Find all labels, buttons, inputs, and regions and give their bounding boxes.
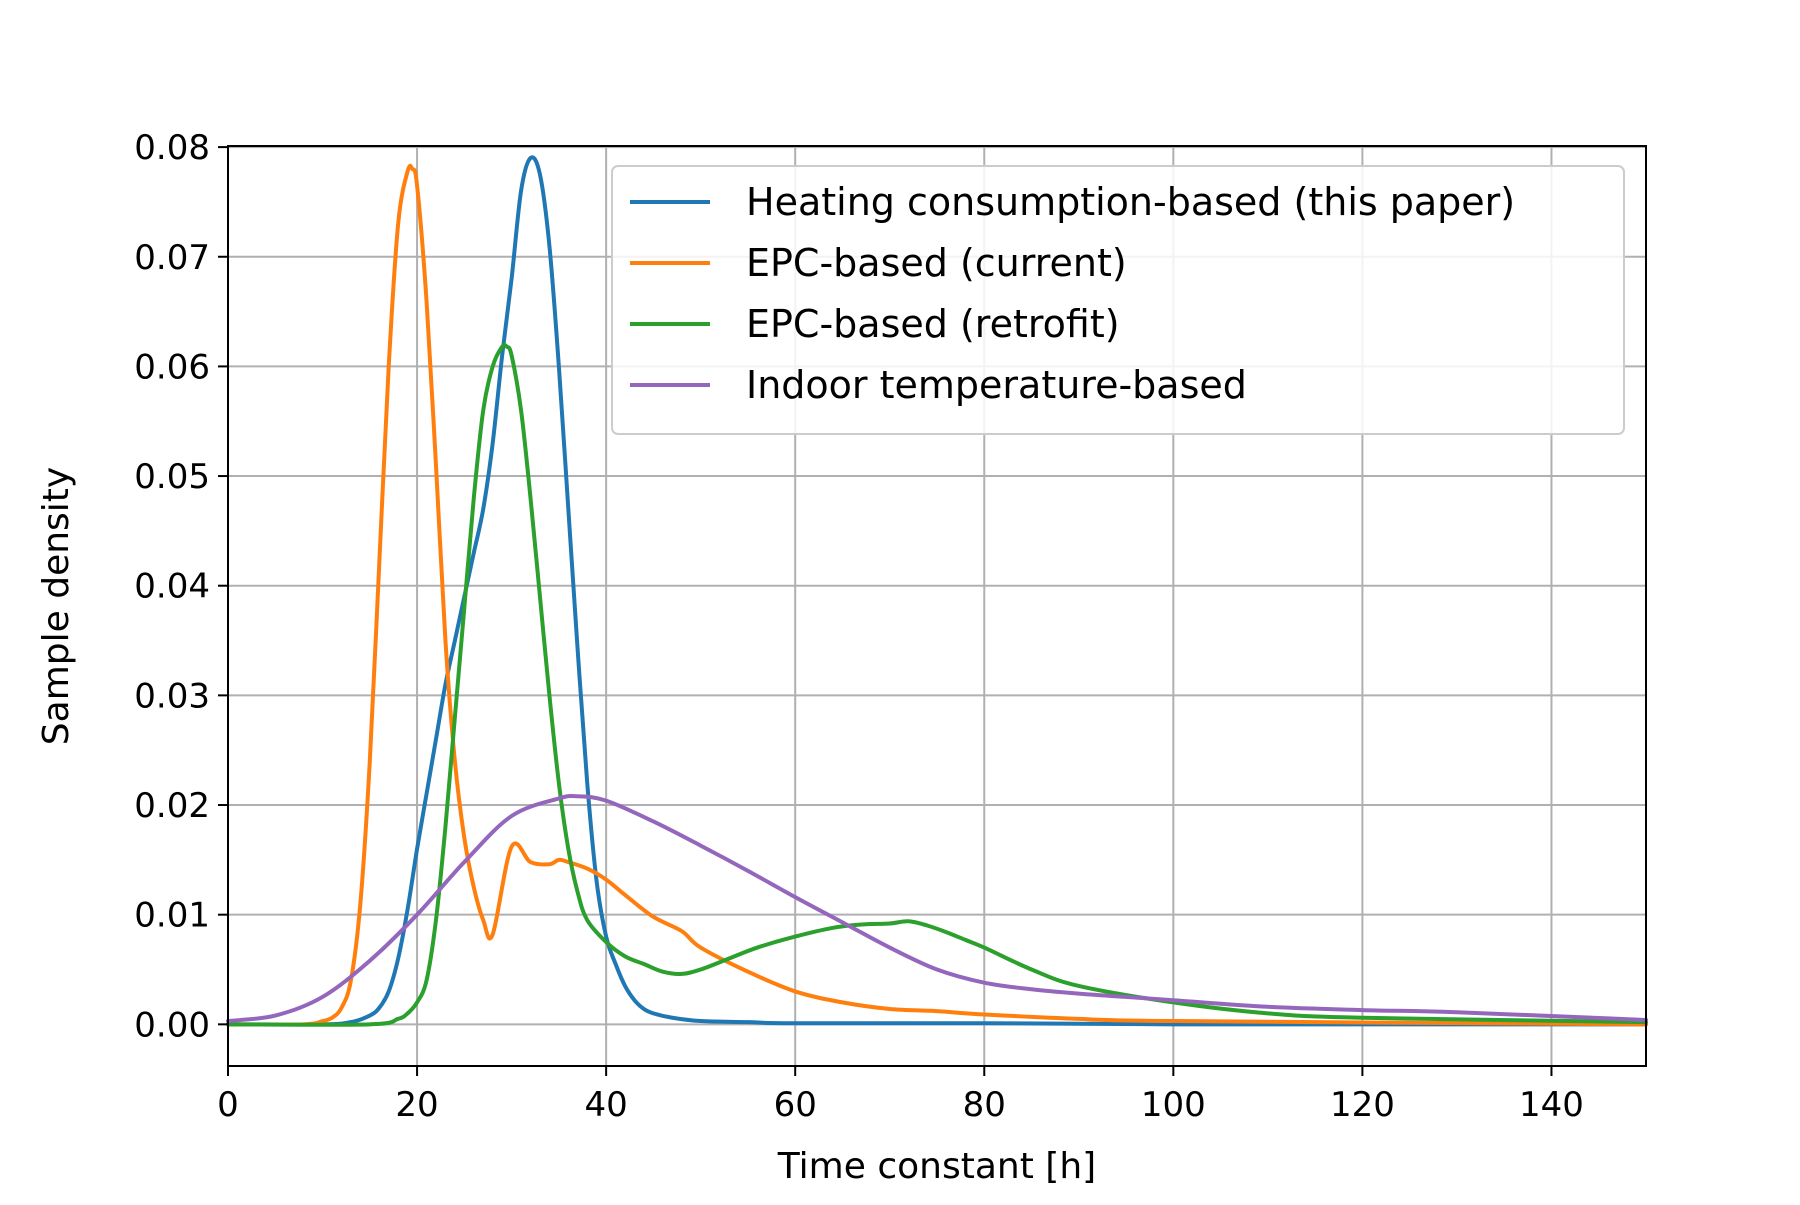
x-tick-label: 40 — [585, 1085, 628, 1125]
legend-item: EPC-based (current) — [630, 241, 1127, 285]
y-tick-label: 0.07 — [134, 238, 210, 278]
y-tick-label: 0.04 — [134, 567, 210, 607]
x-tick-label: 20 — [395, 1085, 438, 1125]
legend-label: EPC-based (current) — [746, 241, 1127, 285]
y-tick-label: 0.03 — [134, 676, 210, 716]
legend-label: Heating consumption-based (this paper) — [746, 180, 1515, 224]
x-tick-label: 0 — [217, 1085, 239, 1125]
x-tick-label: 100 — [1141, 1085, 1206, 1125]
x-tick-label: 60 — [774, 1085, 817, 1125]
axes-frame — [227, 145, 1647, 1067]
x-tick-label: 120 — [1330, 1085, 1395, 1125]
legend-label: EPC-based (retrofit) — [746, 302, 1120, 346]
series-lines — [226, 155, 1648, 1027]
x-axis-ticks: 0 20 40 60 80 100 120 140 — [217, 1066, 1584, 1125]
x-axis-label: Time constant [h] — [777, 1146, 1096, 1187]
legend-label: Indoor temperature-based — [746, 363, 1247, 407]
y-tick-label: 0.06 — [134, 347, 210, 387]
y-axis-ticks: 0.00 0.01 0.02 0.03 0.04 0.05 0.06 0.07 0.08 — [134, 128, 228, 1045]
y-tick-label: 0.01 — [134, 896, 210, 936]
legend: Heating consumption-based (this paper) EP… — [611, 165, 1625, 435]
series-line-3 — [226, 342, 1648, 1027]
legend-item: EPC-based (retrofit) — [630, 302, 1120, 346]
y-tick-label: 0.08 — [134, 128, 210, 168]
legend-item: Indoor temperature-based — [630, 363, 1247, 407]
series-line-4 — [226, 793, 1648, 1024]
y-tick-label: 0.05 — [134, 457, 210, 497]
series-line-1 — [226, 155, 1648, 1027]
y-axis-label: Sample density — [36, 467, 77, 745]
y-tick-label: 0.00 — [134, 1005, 210, 1045]
x-tick-label: 140 — [1519, 1085, 1584, 1125]
series-line-2 — [226, 163, 1648, 1027]
legend-item: Heating consumption-based (this paper) — [630, 180, 1515, 224]
x-tick-label: 80 — [963, 1085, 1006, 1125]
legend-box — [611, 165, 1625, 435]
y-tick-label: 0.02 — [134, 786, 210, 826]
